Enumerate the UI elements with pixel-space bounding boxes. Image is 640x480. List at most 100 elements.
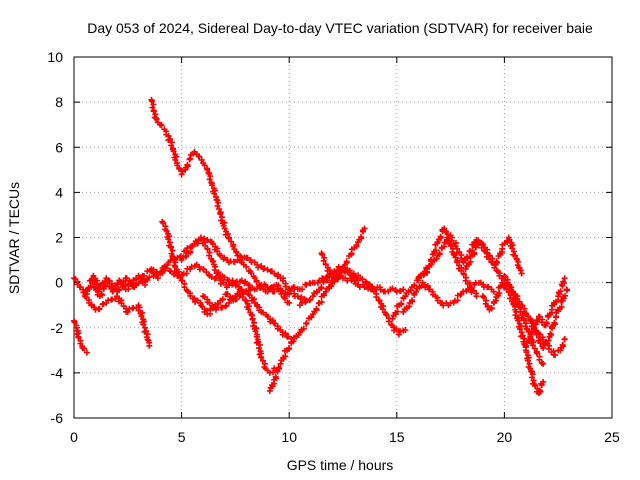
trace-marker [209,182,216,189]
trace-marker [357,234,364,241]
data-point [221,225,228,232]
axis-ticks: 0 5 10 15 20 25 -6 -4 -2 0 2 4 6 8 10 [47,49,620,445]
data-point [428,261,435,268]
data-point [71,275,77,282]
trace-marker [215,272,222,279]
trace-marker [319,251,326,258]
data-point [561,336,568,343]
trace-marker [176,165,183,172]
x-axis-label: GPS time / hours [287,457,394,473]
trace-marker [146,274,153,281]
trace-marker [442,228,449,235]
data-point [264,288,271,295]
trace-marker [523,349,530,356]
trace-marker [158,122,165,129]
trace-marker [115,286,122,293]
data-point [454,259,461,266]
trace-marker [527,335,534,342]
trace-marker [170,148,177,155]
trace-marker [275,271,282,278]
trace-marker [298,294,305,301]
trace-marker [87,283,94,290]
trace-marker [516,326,523,333]
trace-marker [433,255,440,262]
chart-title: Day 053 of 2024, Sidereal Day-to-day VTE… [87,20,593,36]
trace-marker [411,282,418,289]
trace-marker [259,357,266,364]
trace-marker [253,277,260,284]
trace-marker [318,284,325,291]
trace-marker [135,280,142,287]
data-point [327,270,334,277]
trace-marker [484,303,491,310]
data-point [322,261,329,268]
trace-marker [135,307,142,314]
trace-marker [246,282,253,289]
data-point [490,288,497,295]
trace-marker [111,284,118,291]
trace-marker [513,255,520,262]
data-point [540,378,547,385]
trace-marker [551,319,558,326]
trace-marker [515,264,522,271]
y-axis-label: SDTVAR / TECUs [6,182,22,294]
trace-marker [432,247,439,254]
trace-marker [303,320,310,327]
trace-marker [480,294,487,301]
trace-marker [258,354,265,361]
trace-marker [547,330,554,337]
trace-marker [149,104,156,111]
trace-marker [144,336,151,343]
trace-marker [506,236,513,243]
trace-marker [458,255,465,262]
trace-marker [205,169,212,176]
trace-marker [239,289,246,296]
y-tick-label: 2 [55,230,63,246]
trace-marker [202,242,209,249]
data-point [178,171,185,178]
trace-marker [557,288,564,295]
data-point [501,272,508,279]
data-point [167,268,174,275]
trace-marker [562,292,569,299]
trace-marker [282,330,289,337]
trace-marker [260,309,267,316]
trace-marker [269,317,276,324]
trace-marker [379,306,386,313]
trace-marker [150,101,157,108]
data-point [462,266,469,273]
trace-marker [418,282,425,289]
trace-marker [470,249,477,256]
trace-marker [170,256,177,263]
trace-marker [196,153,203,160]
trace-marker [488,304,495,311]
trace-marker [248,270,255,277]
trace-marker [531,345,538,352]
trace-marker [510,300,517,307]
trace-marker [313,305,320,312]
trace-marker [249,316,256,323]
data-point [331,277,338,284]
trace-marker [467,258,474,265]
trace-marker [181,284,188,291]
trace-marker [371,287,378,294]
data-point [395,331,402,338]
trace-marker [275,285,282,292]
trace-marker [282,353,289,360]
trace-marker [159,270,166,277]
trace-marker [373,294,380,301]
trace-marker [528,368,535,375]
trace-marker [359,276,366,283]
trace-marker [536,387,543,394]
trace-marker [407,287,414,294]
trace-marker [272,373,279,380]
trace-marker [437,233,444,240]
trace-marker [537,340,544,347]
trace-marker [559,341,566,348]
data-point [402,293,409,300]
trace-marker [98,291,105,298]
y-tick-label: -4 [51,365,64,381]
trace-marker [219,296,226,303]
trace-marker [320,257,327,264]
